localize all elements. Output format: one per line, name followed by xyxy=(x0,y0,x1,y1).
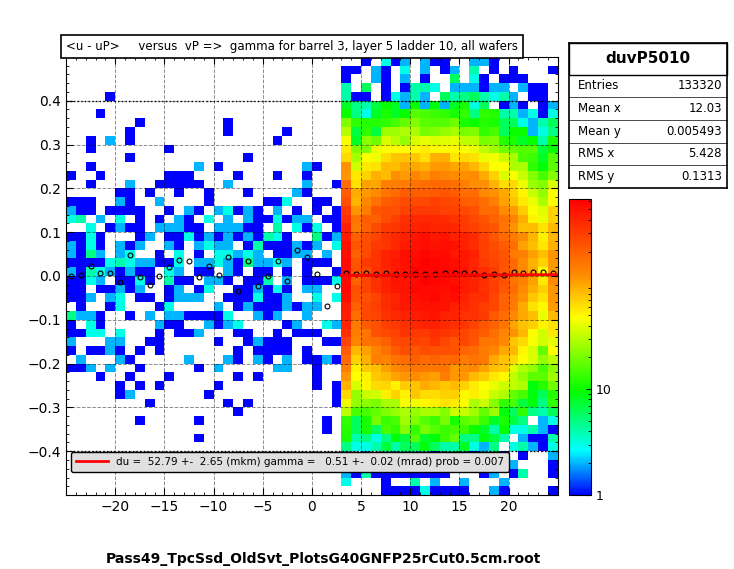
Text: 133320: 133320 xyxy=(677,80,722,92)
Text: 12.03: 12.03 xyxy=(688,102,722,115)
Legend: du =  52.79 +-  2.65 (mkm) gamma =   0.51 +-  0.02 (mrad) prob = 0.007: du = 52.79 +- 2.65 (mkm) gamma = 0.51 +-… xyxy=(71,452,509,472)
Text: RMS y: RMS y xyxy=(578,170,614,183)
Text: RMS x: RMS x xyxy=(578,147,614,160)
Bar xyxy=(569,43,727,75)
Text: Pass49_TpcSsd_OldSvt_PlotsG40GNFP25rCut0.5cm.root: Pass49_TpcSsd_OldSvt_PlotsG40GNFP25rCut0… xyxy=(105,552,541,566)
Text: 0.1313: 0.1313 xyxy=(681,170,722,183)
Text: Mean y: Mean y xyxy=(578,125,621,138)
Text: 5.428: 5.428 xyxy=(688,147,722,160)
Text: Mean x: Mean x xyxy=(578,102,621,115)
Text: Entries: Entries xyxy=(578,80,619,92)
Text: 0.005493: 0.005493 xyxy=(666,125,722,138)
Text: duvP5010: duvP5010 xyxy=(606,51,690,66)
Text: <u - uP>     versus  vP =>  gamma for barrel 3, layer 5 ladder 10, all wafers: <u - uP> versus vP => gamma for barrel 3… xyxy=(66,40,518,53)
